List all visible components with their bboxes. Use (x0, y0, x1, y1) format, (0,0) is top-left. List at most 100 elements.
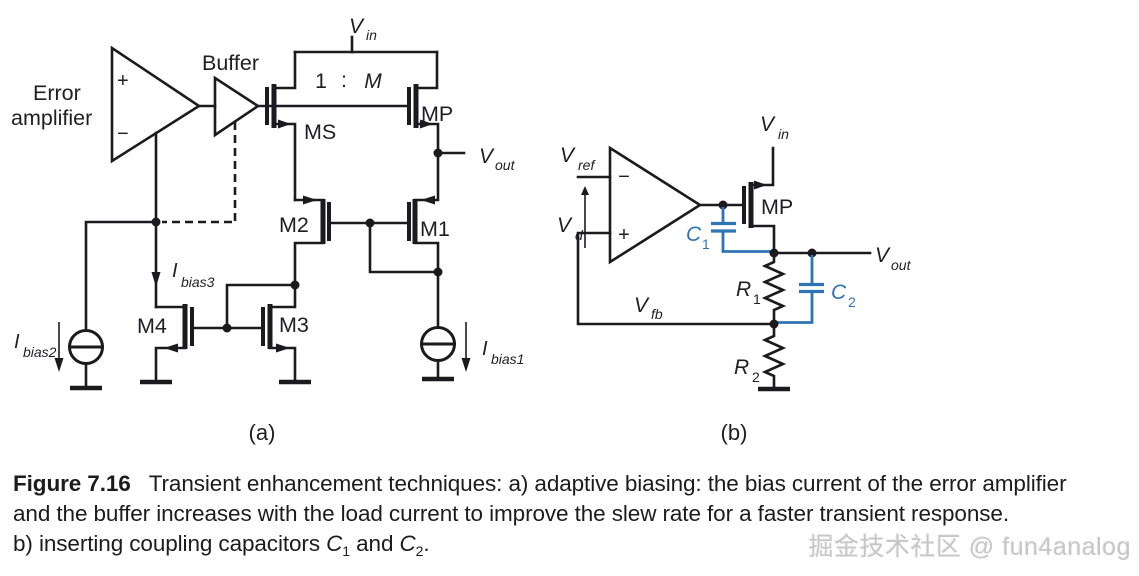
ibias2-current-source: I bias2 (14, 322, 104, 391)
caption-line-3-prefix: b) inserting coupling capacitors (13, 531, 327, 556)
figure-number: Figure 7.16 (13, 471, 131, 496)
ibias3-subscript: bias3 (181, 274, 215, 290)
caption-line-1: Figure 7.16 Transient enhancement techniq… (13, 469, 1135, 499)
vd-arrow-icon (581, 186, 589, 195)
caption-period: . (423, 531, 430, 556)
m3-arrow-icon (276, 343, 290, 353)
opamp-minus-input: − (618, 166, 630, 188)
panel-a-label: (a) (249, 420, 276, 445)
m2-label: M2 (279, 213, 309, 237)
c1-label: C (686, 223, 702, 246)
wire-feedback-loop (576, 231, 776, 326)
r1-label: R (736, 278, 751, 301)
mp-a-label: MP (421, 102, 453, 126)
vout-b-label: V (875, 244, 891, 267)
mp-b-label: MP (761, 195, 793, 219)
transistor-m3: M3 (261, 304, 311, 385)
vfb-label: V (634, 294, 650, 317)
caption-c1: C (326, 531, 343, 556)
ibias2-subscript: bias2 (23, 344, 57, 360)
caption-line-1-text: Transient enhancement techniques: a) ada… (148, 471, 1067, 496)
capacitor-c1: C 1 (686, 207, 772, 253)
m3-m4-gate-node (222, 323, 232, 333)
watermark: 掘金技术社区 @ fun4analog (808, 533, 1131, 561)
vfb-subscript: fb (651, 306, 663, 322)
m1-arrow-icon (421, 195, 435, 205)
vout-b-subscript: out (891, 257, 912, 273)
buffer-triangle (213, 75, 261, 138)
vref-subscript: ref (578, 157, 596, 173)
caption-and: and (349, 531, 400, 556)
resistor-r1: R 1 (736, 251, 787, 326)
caption-c2-sub: 2 (415, 543, 424, 559)
vd-label: V (557, 214, 573, 237)
ibias2-label: I (14, 331, 20, 353)
caption-line-3: b) inserting coupling capacitors C1 and … (13, 529, 1135, 566)
vin-b-label: V (760, 113, 776, 136)
resistor-r2: R 2 (734, 322, 790, 392)
vout-a-label: V (479, 145, 495, 168)
transistor-m2: M2 (279, 195, 331, 287)
m4-label: M4 (137, 314, 167, 338)
c2-top-node (807, 248, 817, 258)
c2-label: C (831, 281, 847, 304)
ibias1-label: I (482, 338, 488, 360)
opamp-plus-input: + (618, 224, 630, 246)
panel-b-label: (b) (721, 420, 748, 445)
r1-subscript: 1 (753, 291, 761, 307)
wire-m1-diode (368, 221, 440, 274)
ibias3-arrow-icon (151, 272, 161, 287)
transistor-mp-a: MP (407, 50, 453, 155)
r2-subscript: 2 (752, 369, 760, 385)
transistor-m4: M4 (137, 304, 194, 385)
c1-subscript: 1 (702, 236, 710, 252)
transistor-mp-b: MP (742, 146, 793, 255)
ms-label: MS (304, 120, 336, 144)
vref-label: V (560, 144, 576, 167)
ibias1-current-source: I bias1 (420, 270, 524, 382)
caption-line-2: and the buffer increases with the load c… (13, 499, 1135, 529)
error-amp-minus-input: − (117, 123, 129, 145)
r2-label: R (734, 356, 749, 379)
circuit-b: − + V ref V d V fb MP V in (557, 113, 912, 445)
ibias2-arrow-icon (54, 358, 64, 372)
ratio-m: M (364, 70, 382, 93)
capacitor-c2: C 2 (777, 255, 856, 324)
opamp-triangle (608, 145, 703, 265)
vd-subscript: d (575, 227, 584, 243)
vin-a-label: V (349, 15, 365, 38)
error-amp-label-line1: Error (33, 81, 81, 105)
caption-c2: C (399, 531, 416, 556)
ratio-colon: : (341, 68, 347, 92)
m1-label: M1 (420, 217, 450, 241)
m2-arrow-icon (303, 195, 317, 205)
mp-b-arrow-icon (754, 180, 767, 190)
ratio-1: 1 (315, 69, 327, 93)
wire-m3-gate-riser (225, 283, 297, 330)
m3-label: M3 (279, 313, 309, 337)
wire-to-ibias2 (84, 220, 158, 332)
caption-c1-sub: 1 (342, 543, 350, 559)
ms-arrow-icon (278, 119, 291, 129)
caption-line-2-text: and the buffer increases with the load c… (13, 501, 1009, 526)
ibias3-label: I (172, 260, 178, 282)
ibias1-arrow-icon (461, 358, 471, 372)
circuit-a: Error amplifier + − Buffer V in 1 : M MS (11, 15, 524, 445)
figure-caption: Figure 7.16 Transient enhancement techniq… (13, 469, 1135, 566)
transistor-m1: M1 (407, 151, 450, 274)
gate-node-b (718, 200, 728, 210)
error-amp-plus-input: + (117, 70, 129, 92)
buffer-label: Buffer (202, 51, 259, 75)
schematic-figure: Error amplifier + − Buffer V in 1 : M MS (11, 15, 912, 445)
wire-m3-drain (270, 283, 297, 309)
ibias1-subscript: bias1 (491, 351, 524, 367)
mp-a-arrow-icon (420, 119, 433, 129)
c2-subscript: 2 (848, 294, 856, 310)
vin-a-subscript: in (366, 27, 377, 43)
error-amp-label-line2: amplifier (11, 106, 92, 130)
transistor-ms: MS (265, 50, 336, 202)
m4-arrow-icon (164, 343, 178, 353)
vout-a-subscript: out (495, 157, 516, 173)
vin-b-subscript: in (778, 126, 789, 142)
